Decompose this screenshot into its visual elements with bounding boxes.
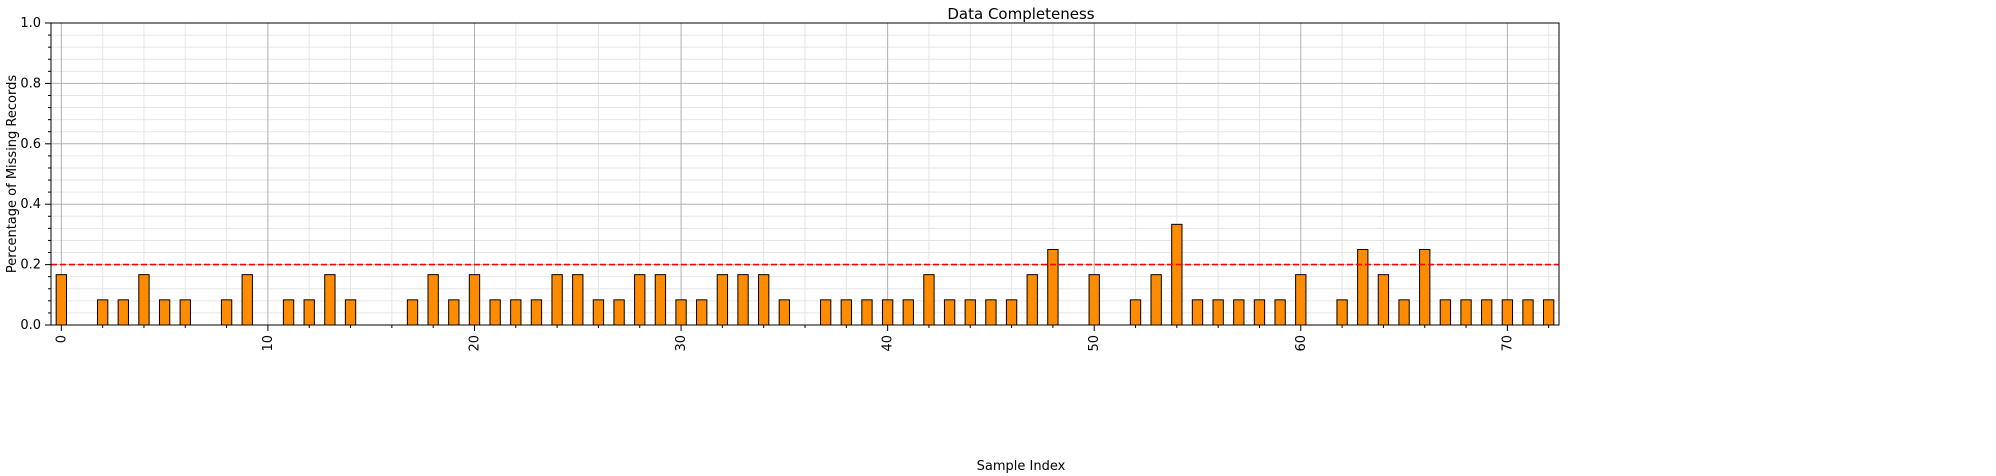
bar	[1253, 299, 1266, 326]
bar	[819, 299, 832, 326]
y-tick-label: 0.8	[20, 76, 41, 91]
bar	[241, 274, 253, 326]
bar	[117, 299, 129, 326]
bar	[220, 299, 233, 326]
bar	[1481, 299, 1493, 326]
bar	[737, 274, 749, 326]
bar	[427, 274, 439, 326]
bar	[758, 274, 770, 326]
bar	[1150, 274, 1162, 326]
bar	[1543, 299, 1555, 326]
bar	[778, 299, 791, 326]
bar	[634, 274, 646, 326]
y-tick-label: 0.6	[20, 137, 41, 152]
x-tick-label: 70	[1500, 335, 1515, 352]
x-tick-label: 0	[54, 335, 69, 343]
bar	[1171, 223, 1183, 326]
bar	[1212, 299, 1224, 326]
bar	[716, 274, 729, 326]
y-tick-label: 0.0	[20, 318, 41, 333]
bar	[138, 274, 150, 326]
bar	[592, 299, 605, 326]
bar	[1336, 299, 1348, 326]
plot-area: 0.0 0.2 0.4 0.6 0.8 1.0 0 10 20 30 40 50 60 70	[20, 16, 1560, 352]
bar	[840, 299, 852, 326]
bar	[675, 299, 687, 326]
x-tick-label: 60	[1294, 335, 1309, 352]
bar	[1295, 274, 1307, 326]
bar	[282, 299, 295, 326]
bar	[1522, 299, 1534, 326]
bar	[1357, 249, 1369, 326]
bar	[1191, 299, 1204, 326]
bar	[448, 299, 460, 326]
bar	[489, 299, 501, 326]
bar	[530, 299, 543, 326]
bar	[324, 274, 336, 326]
x-tick-label: 40	[881, 335, 896, 352]
bar	[1047, 249, 1059, 326]
bar	[923, 274, 935, 326]
bar	[1005, 299, 1018, 326]
bar	[406, 299, 419, 326]
bar	[344, 299, 357, 326]
bar	[468, 274, 481, 326]
bar	[654, 274, 667, 326]
bar	[613, 299, 625, 326]
bar	[985, 299, 997, 326]
x-tick-label: 50	[1087, 335, 1102, 352]
bar	[96, 299, 109, 326]
bar	[179, 299, 191, 326]
bar	[1398, 299, 1410, 326]
bar	[964, 299, 976, 326]
bar	[1419, 249, 1431, 326]
bar	[1501, 299, 1514, 326]
bar	[1439, 299, 1452, 326]
bar	[510, 299, 522, 326]
y-tick-label: 0.2	[20, 258, 41, 273]
y-axis-title: Percentage of Missing Records	[5, 75, 20, 273]
bar	[1377, 274, 1390, 326]
bar	[881, 299, 894, 326]
bar	[1274, 299, 1286, 326]
bar	[902, 299, 914, 326]
chart-title: Data Completeness	[947, 5, 1094, 23]
x-axis-title: Sample Index	[977, 459, 1066, 474]
bar	[158, 299, 171, 326]
bar	[943, 299, 956, 326]
bar	[696, 299, 708, 326]
bar	[1233, 299, 1245, 326]
bar	[303, 299, 315, 326]
bar	[55, 274, 67, 326]
y-tick-label: 0.4	[20, 197, 41, 212]
bar	[861, 299, 873, 326]
y-tick-label: 1.0	[20, 16, 41, 31]
x-tick-label: 30	[674, 335, 689, 352]
bar	[551, 274, 563, 326]
bar	[1026, 274, 1038, 326]
bar	[1460, 299, 1472, 326]
bar	[572, 274, 584, 326]
bar	[1088, 274, 1100, 326]
x-tick-label: 10	[261, 335, 276, 352]
x-tick-label: 20	[467, 335, 482, 352]
bar	[1129, 299, 1142, 326]
